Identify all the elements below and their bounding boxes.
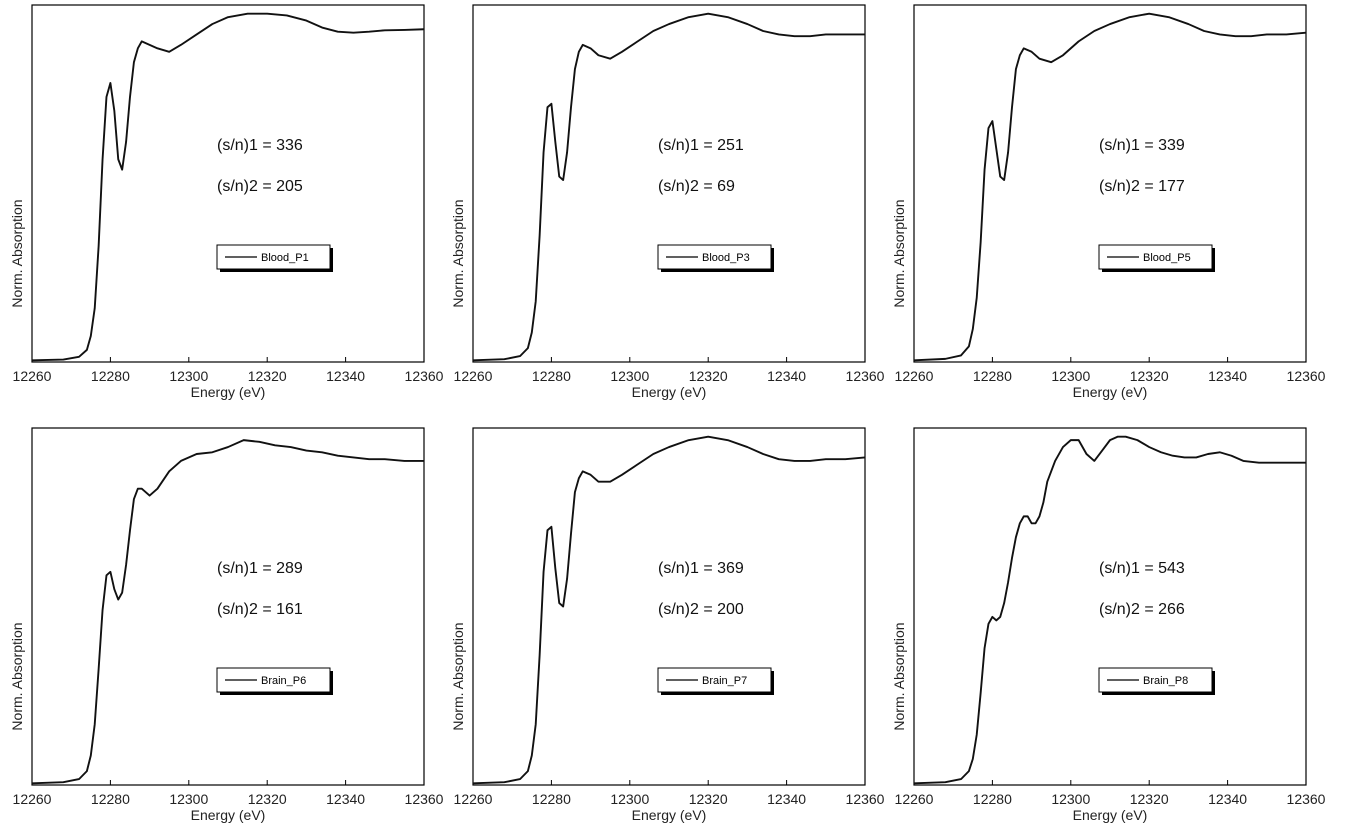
y-axis-label: Norm. Absorption: [9, 622, 25, 730]
x-tick-label: 12260: [454, 791, 493, 807]
x-axis-label: Energy (eV): [191, 384, 266, 400]
chart-panel-1: 12260 12280 12300 12320 12340 12360 Energy (eV…: [9, 4, 444, 400]
x-tick-label: 12300: [169, 791, 208, 807]
sn-annotation-1: (s/n)1 = 369: [658, 560, 744, 577]
x-tick-label: 12300: [610, 368, 649, 384]
x-tick-label: 12320: [1130, 791, 1169, 807]
series-line-Blood_P1: [31, 12, 425, 362]
plot-frame: [31, 427, 425, 786]
x-tick-label: 12280: [973, 791, 1012, 807]
x-tick-label: 12340: [1208, 368, 1247, 384]
x-tick-label: 12320: [689, 791, 728, 807]
x-tick-label: 12320: [1130, 368, 1169, 384]
y-axis-label: Norm. Absorption: [9, 199, 25, 307]
x-tick-label: 12360: [405, 791, 444, 807]
x-axis-label: Energy (eV): [1073, 384, 1148, 400]
x-tick-label: 12300: [1051, 791, 1090, 807]
legend-label: Brain_P6: [261, 675, 306, 687]
sn-annotation-1: (s/n)1 = 251: [658, 137, 744, 154]
x-tick-label: 12340: [1208, 791, 1247, 807]
plot-frame: [913, 4, 1307, 363]
series-line-Brain_P7: [472, 435, 866, 785]
x-tick-label: 12260: [13, 791, 52, 807]
series-line-Blood_P5: [913, 12, 1307, 362]
x-tick-label: 12340: [326, 791, 365, 807]
chart-panel-6: 12260 12280 12300 12320 12340 12360 Energy (eV…: [891, 427, 1326, 823]
plot-frame: [913, 427, 1307, 786]
x-tick-label: 12280: [973, 368, 1012, 384]
sn-annotation-2: (s/n)2 = 161: [217, 601, 303, 618]
legend-label: Brain_P8: [1143, 675, 1188, 687]
y-axis-label: Norm. Absorption: [450, 199, 466, 307]
sn-annotation-1: (s/n)1 = 289: [217, 560, 303, 577]
x-tick-label: 12280: [532, 368, 571, 384]
x-tick-label: 12280: [532, 791, 571, 807]
sn-annotation-2: (s/n)2 = 266: [1099, 601, 1185, 618]
sn-annotation-2: (s/n)2 = 177: [1099, 178, 1185, 195]
sn-annotation-1: (s/n)1 = 339: [1099, 137, 1185, 154]
x-tick-label: 12260: [454, 368, 493, 384]
x-axis-label: Energy (eV): [1073, 807, 1148, 823]
x-tick-label: 12300: [1051, 368, 1090, 384]
chart-panel-3: 12260 12280 12300 12320 12340 12360 Energy (eV…: [891, 4, 1326, 400]
sn-annotation-2: (s/n)2 = 205: [217, 178, 303, 195]
y-axis-label: Norm. Absorption: [891, 199, 907, 307]
series-line-Brain_P8: [913, 435, 1306, 785]
legend-label: Blood_P5: [1143, 252, 1191, 264]
plot-frame: [472, 427, 866, 786]
x-axis-label: Energy (eV): [632, 384, 707, 400]
sn-annotation-2: (s/n)2 = 69: [658, 178, 735, 195]
x-tick-label: 12360: [1287, 791, 1326, 807]
y-axis-label: Norm. Absorption: [450, 622, 466, 730]
x-tick-label: 12360: [1287, 368, 1326, 384]
x-tick-label: 12260: [13, 368, 52, 384]
y-axis-label: Norm. Absorption: [891, 622, 907, 730]
sn-annotation-1: (s/n)1 = 543: [1099, 560, 1185, 577]
x-tick-label: 12280: [91, 368, 130, 384]
legend-label: Blood_P3: [702, 252, 750, 264]
x-tick-label: 12340: [326, 368, 365, 384]
series-line-Blood_P3: [472, 12, 865, 362]
x-axis-label: Energy (eV): [632, 807, 707, 823]
plot-frame: [472, 4, 866, 363]
chart-panel-5: 12260 12280 12300 12320 12340 12360 Energy (eV…: [450, 427, 885, 823]
sn-annotation-1: (s/n)1 = 336: [217, 137, 303, 154]
x-tick-label: 12360: [846, 791, 885, 807]
x-tick-label: 12300: [610, 791, 649, 807]
plot-frame: [31, 4, 425, 363]
legend-label: Blood_P1: [261, 252, 309, 264]
x-axis-label: Energy (eV): [191, 807, 266, 823]
x-tick-label: 12260: [895, 368, 934, 384]
chart-panel-4: 12260 12280 12300 12320 12340 12360 Energy (eV…: [9, 427, 444, 823]
legend-label: Brain_P7: [702, 675, 747, 687]
series-line-Brain_P6: [31, 439, 424, 785]
x-tick-label: 12280: [91, 791, 130, 807]
x-tick-label: 12320: [689, 368, 728, 384]
x-tick-label: 12360: [846, 368, 885, 384]
x-tick-label: 12320: [248, 368, 287, 384]
x-tick-label: 12300: [169, 368, 208, 384]
x-tick-label: 12340: [767, 368, 806, 384]
x-tick-label: 12320: [248, 791, 287, 807]
x-tick-label: 12340: [767, 791, 806, 807]
chart-panel-2: 12260 12280 12300 12320 12340 12360 Energy (eV…: [450, 4, 885, 400]
sn-annotation-2: (s/n)2 = 200: [658, 601, 744, 618]
x-tick-label: 12260: [895, 791, 934, 807]
x-tick-label: 12360: [405, 368, 444, 384]
